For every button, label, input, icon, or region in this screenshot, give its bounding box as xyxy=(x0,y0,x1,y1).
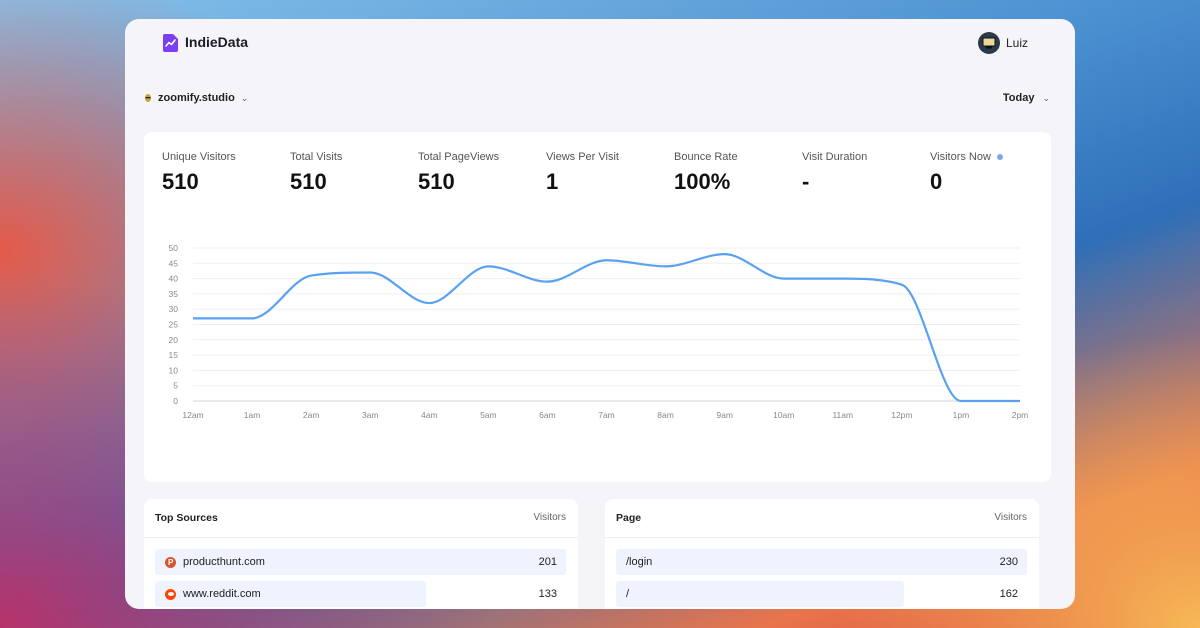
panel-title: Page xyxy=(616,512,642,524)
stat-label: Visitors Now xyxy=(930,151,1050,163)
y-tick-label: 10 xyxy=(169,365,179,375)
source-count: 133 xyxy=(538,588,557,600)
top-sources-panel: Top Sources Visitors P producthunt.com 2… xyxy=(144,499,578,609)
top-bar: IndieData Luiz xyxy=(125,19,1075,69)
stats-card: Unique Visitors 510 Total Visits 510 Tot… xyxy=(144,132,1051,482)
live-indicator-icon xyxy=(996,154,1003,160)
source-name: producthunt.com xyxy=(183,556,265,568)
stat-value: - xyxy=(802,169,810,194)
value-bar xyxy=(616,581,904,607)
x-tick-label: 6am xyxy=(539,410,556,420)
list-item[interactable]: www.reddit.com 133 xyxy=(155,581,566,607)
user-name[interactable]: Luiz xyxy=(1005,36,1028,50)
column-header[interactable]: Visitors xyxy=(994,512,1027,523)
stat-total-pageviews[interactable]: Total PageViews 510 xyxy=(418,151,538,195)
stat-value: 510 xyxy=(162,169,199,194)
page-count: 162 xyxy=(999,588,1018,600)
panel-header: Top Sources Visitors xyxy=(155,512,566,528)
indiedata-logo-icon[interactable] xyxy=(163,34,178,52)
stat-label: Visit Duration xyxy=(802,151,868,163)
x-tick-label: 10am xyxy=(773,410,794,420)
stat-views-per-visit[interactable]: Views Per Visit 1 xyxy=(546,151,666,195)
chevron-down-icon: ⌄ xyxy=(1042,92,1050,103)
avatar-computer-icon xyxy=(982,37,996,49)
site-name: zoomify.studio xyxy=(158,92,235,104)
x-tick-label: 4am xyxy=(421,410,438,420)
divider xyxy=(605,537,1039,538)
stat-total-visits[interactable]: Total Visits 510 xyxy=(290,151,410,195)
column-header[interactable]: Visitors xyxy=(533,512,566,523)
x-tick-label: 7am xyxy=(598,410,615,420)
stat-value: 510 xyxy=(418,169,455,194)
visitors-line-chart[interactable]: 0 5 10 15 20 25 30 35 40 45 50 12am 1am 2am 3am 4am 5am 6… xyxy=(144,232,1051,442)
x-tick-label: 12pm xyxy=(891,410,912,420)
list-item[interactable]: /login 230 xyxy=(616,549,1027,575)
user-menu[interactable]: Luiz xyxy=(977,32,1028,54)
x-tick-label: 1am xyxy=(244,410,261,420)
stat-value: 0 xyxy=(930,169,943,194)
x-tick-label: 8am xyxy=(657,410,674,420)
y-tick-label: 45 xyxy=(169,258,179,268)
list-item[interactable]: P producthunt.com 201 xyxy=(155,549,566,575)
x-tick-label: 2am xyxy=(303,410,320,420)
y-tick-label: 30 xyxy=(169,304,179,314)
series-line[interactable] xyxy=(193,253,1020,403)
app-window: IndieData Luiz zoomify.studio ⌄ Today ⌄ … xyxy=(125,19,1075,609)
panel-header: Page Visitors xyxy=(616,512,1027,528)
stat-visit-duration[interactable]: Visit Duration - xyxy=(802,151,922,195)
y-tick-label: 25 xyxy=(169,320,179,330)
stat-label: Bounce Rate xyxy=(674,151,738,163)
chevron-down-icon: ⌄ xyxy=(240,92,249,103)
stat-label: Unique Visitors xyxy=(162,151,236,163)
top-pages-panel: Page Visitors /login 230 / 162 xyxy=(605,499,1039,609)
y-tick-label: 50 xyxy=(169,243,179,253)
x-tick-label: 5am xyxy=(480,410,497,420)
x-tick-label: 3am xyxy=(362,410,379,420)
stat-label: Total Visits xyxy=(290,151,343,163)
stat-label-text: Visitors Now xyxy=(930,151,991,163)
reddit-icon xyxy=(165,588,176,600)
list-item[interactable]: / 162 xyxy=(616,581,1027,607)
y-tick-label: 15 xyxy=(169,350,179,360)
source-count: 201 xyxy=(538,556,557,568)
site-favicon-icon xyxy=(145,94,151,102)
stat-value: 510 xyxy=(290,169,327,194)
x-tick-label: 2pm xyxy=(1012,410,1029,420)
x-tick-label: 11am xyxy=(832,410,853,420)
stat-visitors-now[interactable]: Visitors Now 0 xyxy=(930,151,1050,195)
x-tick-label: 1pm xyxy=(953,410,970,420)
date-range-selector[interactable]: Today ⌄ xyxy=(1003,92,1050,104)
x-tick-label: 12am xyxy=(182,410,203,420)
page-path: / xyxy=(626,588,630,600)
date-range-label: Today xyxy=(1002,92,1035,104)
y-tick-label: 0 xyxy=(173,396,178,406)
source-name: www.reddit.com xyxy=(183,588,261,600)
stat-bounce-rate[interactable]: Bounce Rate 100% xyxy=(674,151,794,195)
stat-value: 1 xyxy=(546,169,559,194)
page-count: 230 xyxy=(999,556,1018,568)
stat-value: 100% xyxy=(674,169,731,194)
avatar[interactable] xyxy=(977,32,1000,54)
page-path: /login xyxy=(626,556,653,568)
brand-name[interactable]: IndieData xyxy=(185,34,249,50)
y-tick-label: 35 xyxy=(169,289,179,299)
value-bar xyxy=(155,549,566,575)
stat-unique-visitors[interactable]: Unique Visitors 510 xyxy=(162,151,282,195)
value-bar xyxy=(155,581,427,607)
divider xyxy=(144,537,578,538)
x-tick-label: 9am xyxy=(716,410,733,420)
y-tick-label: 40 xyxy=(169,274,179,284)
value-bar xyxy=(616,549,1027,575)
panel-title: Top Sources xyxy=(155,512,218,524)
y-tick-label: 5 xyxy=(173,381,178,391)
y-tick-label: 20 xyxy=(169,335,179,345)
site-selector[interactable]: zoomify.studio ⌄ xyxy=(144,92,248,104)
stat-label: Total PageViews xyxy=(418,151,500,163)
producthunt-icon: P xyxy=(165,556,176,568)
stat-label: Views Per Visit xyxy=(546,151,619,163)
